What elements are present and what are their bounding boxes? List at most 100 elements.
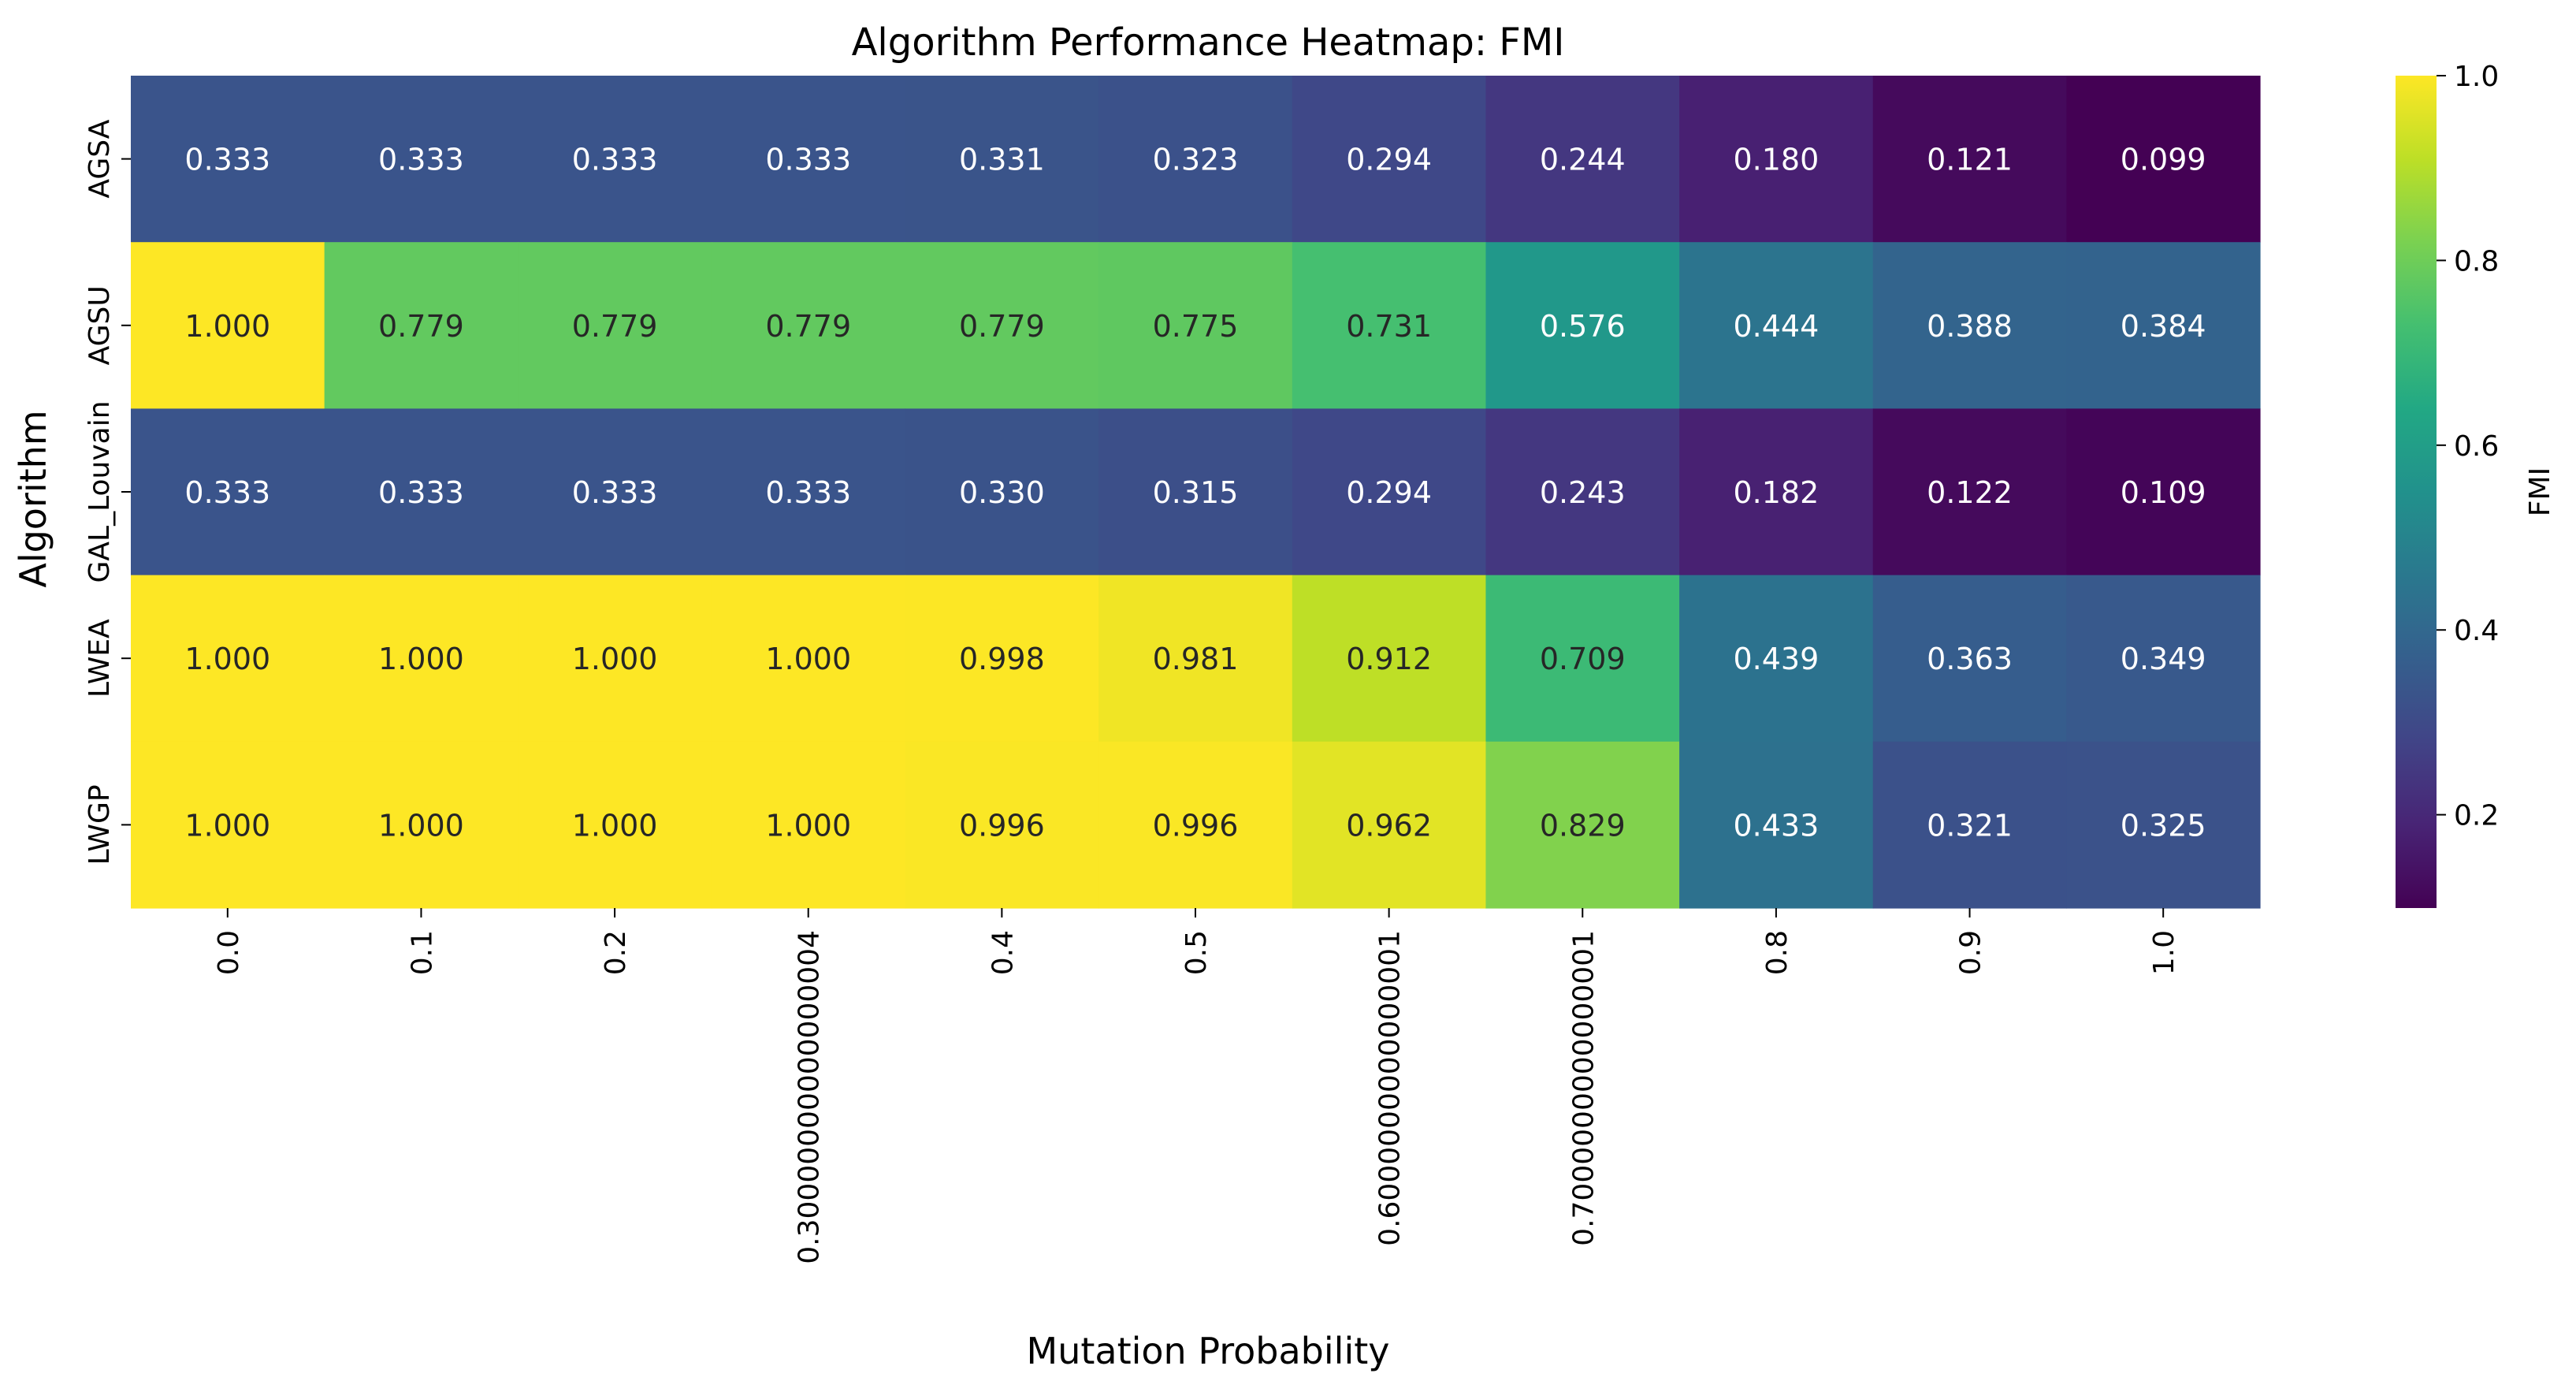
- heatmap-cell: [1292, 575, 1487, 743]
- cell-value-label: 0.333: [572, 143, 658, 177]
- y-tick-label: LWEA: [84, 619, 116, 698]
- heatmap-cell: [131, 408, 325, 576]
- colorbar-tick-label: 0.8: [2454, 245, 2499, 277]
- cell-value-label: 0.294: [1346, 143, 1432, 177]
- heatmap-cell: [1485, 242, 1680, 409]
- heatmap-cell: [1098, 741, 1293, 909]
- cell-value-label: 0.333: [572, 475, 658, 510]
- heatmap-cell: [1679, 76, 1874, 243]
- heatmap-cell: [1872, 408, 2067, 576]
- heatmap-cell: [1098, 76, 1293, 243]
- cell-value-label: 1.000: [184, 808, 270, 843]
- cell-value-label: 0.330: [959, 475, 1045, 510]
- heatmap-cell: [1292, 741, 1487, 909]
- cell-value-label: 0.243: [1540, 475, 1626, 510]
- heatmap-cell: [1292, 242, 1487, 409]
- heatmap-cell: [1679, 408, 1874, 576]
- heatmap-cell: [2066, 575, 2261, 743]
- y-tick-label: AGSU: [84, 285, 116, 365]
- cell-value-label: 0.775: [1153, 309, 1239, 344]
- heatmap-cell: [1292, 76, 1487, 243]
- cell-value-label: 0.363: [1927, 642, 2013, 676]
- cell-value-label: 0.331: [959, 143, 1045, 177]
- cell-value-label: 0.180: [1734, 143, 1820, 177]
- y-tick-label: LWGP: [84, 784, 116, 865]
- heatmap-cell: [711, 741, 906, 909]
- heatmap-cell: [518, 741, 712, 909]
- heatmap-cell: [1679, 242, 1874, 409]
- heatmap-cell: [2066, 408, 2261, 576]
- cell-value-label: 0.779: [765, 309, 851, 344]
- heatmap-cell: [1098, 242, 1293, 409]
- y-tick-label: AGSA: [84, 119, 116, 198]
- heatmap-cell: [1485, 76, 1680, 243]
- cell-value-label: 1.000: [765, 642, 851, 676]
- heatmap-cell: [905, 242, 1099, 409]
- cell-value-label: 0.779: [959, 309, 1045, 344]
- cell-value-label: 0.779: [572, 309, 658, 344]
- heatmap-cell: [1872, 741, 2067, 909]
- cell-value-label: 0.099: [2121, 143, 2206, 177]
- heatmap-cells: [131, 76, 2261, 909]
- cell-value-label: 0.996: [1153, 808, 1239, 843]
- cell-value-label: 0.576: [1540, 309, 1626, 344]
- cell-value-label: 0.333: [184, 143, 270, 177]
- cell-value-labels: 0.333 0.333 0.333 0.333 0.331 0.323 0.294 0.244…: [184, 143, 2206, 843]
- cell-value-label: 0.998: [959, 642, 1045, 676]
- heatmap-cell: [324, 76, 519, 243]
- x-axis-label: Mutation Probability: [1027, 1330, 1390, 1372]
- heatmap-cell: [905, 76, 1099, 243]
- x-tick-label: 0.30000000000000004: [794, 930, 826, 1264]
- cell-value-label: 0.323: [1153, 143, 1239, 177]
- heatmap-cell: [324, 575, 519, 743]
- heatmap-cell: [1292, 408, 1487, 576]
- x-tick-label: 0.9: [1955, 930, 1987, 975]
- heatmap-cell: [518, 76, 712, 243]
- cell-value-label: 1.000: [184, 309, 270, 344]
- colorbar-tick-label: 0.4: [2454, 615, 2499, 647]
- y-axis-label: Algorithm: [12, 410, 54, 587]
- y-tick-label: GAL_Louvain: [84, 400, 116, 582]
- cell-value-label: 0.388: [1927, 309, 2013, 344]
- heatmap-cell: [518, 408, 712, 576]
- heatmap-cell: [1872, 242, 2067, 409]
- colorbar-tick-label: 0.2: [2454, 800, 2499, 832]
- chart-title: Algorithm Performance Heatmap: FMI: [852, 20, 1565, 65]
- cell-value-label: 0.779: [378, 309, 464, 344]
- cell-value-label: 0.122: [1927, 475, 2013, 510]
- colorbar-gradient: [2396, 76, 2437, 908]
- cell-value-label: 0.962: [1346, 808, 1432, 843]
- cell-value-label: 0.829: [1540, 808, 1626, 843]
- heatmap-cell: [1098, 575, 1293, 743]
- heatmap-cell: [1679, 575, 1874, 743]
- colorbar-tick-label: 0.6: [2454, 430, 2499, 463]
- cell-value-label: 0.325: [2121, 808, 2206, 843]
- x-tick-label: 0.0: [213, 930, 245, 975]
- heatmap-cell: [131, 575, 325, 743]
- x-tick-label: 0.6000000000000001: [1374, 930, 1407, 1246]
- x-tick-label: 0.8: [1761, 930, 1794, 975]
- x-axis: 0.0 0.1 0.2 0.30000000000000004 0.4 0.5 0.6000…: [213, 908, 2180, 1264]
- x-tick-label: 0.7000000000000001: [1567, 930, 1600, 1246]
- cell-value-label: 0.333: [765, 475, 851, 510]
- cell-value-label: 0.321: [1927, 808, 2013, 843]
- cell-value-label: 0.996: [959, 808, 1045, 843]
- cell-value-label: 1.000: [572, 808, 658, 843]
- colorbar: 0.2 0.4 0.6 0.8 1.0 FMI: [2396, 61, 2556, 908]
- cell-value-label: 0.315: [1153, 475, 1239, 510]
- heatmap-cell: [1485, 575, 1680, 743]
- cell-value-label: 0.333: [184, 475, 270, 510]
- heatmap-cell: [1485, 408, 1680, 576]
- cell-value-label: 0.912: [1346, 642, 1432, 676]
- heatmap-cell: [324, 242, 519, 409]
- cell-value-label: 1.000: [572, 642, 658, 676]
- heatmap-cell: [1098, 408, 1293, 576]
- heatmap-cell: [711, 575, 906, 743]
- cell-value-label: 0.333: [765, 143, 851, 177]
- x-tick-label: 0.2: [600, 930, 632, 975]
- heatmap-cell: [1679, 741, 1874, 909]
- heatmap-cell: [1485, 741, 1680, 909]
- heatmap-cell: [518, 242, 712, 409]
- cell-value-label: 0.709: [1540, 642, 1626, 676]
